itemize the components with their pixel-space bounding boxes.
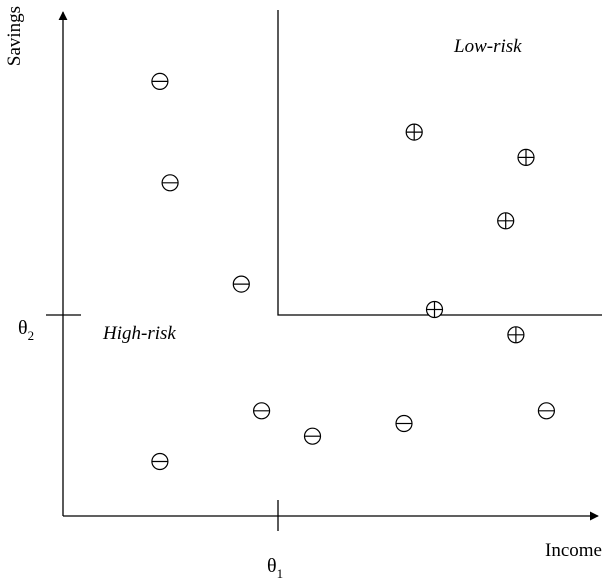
plus-point [405, 123, 423, 141]
minus-point [151, 72, 169, 91]
minus-point [537, 402, 556, 420]
plus-point [497, 212, 515, 230]
theta2-label: θ2 [18, 317, 34, 343]
minus-point [253, 402, 271, 420]
theta2-subscript: 2 [28, 328, 35, 343]
minus-point [303, 427, 322, 445]
savings-axis-label: Savings [4, 6, 25, 66]
minus-point [232, 275, 250, 293]
plus-point [517, 148, 535, 166]
plus-point [507, 326, 525, 344]
plus-point [425, 300, 444, 319]
high-risk-label: High-risk [102, 323, 176, 344]
theta2-symbol: θ [18, 317, 28, 339]
high-risk-points [151, 72, 556, 471]
theta1-subscript: 1 [277, 566, 284, 581]
income-axis-label: Income [545, 540, 602, 561]
low-risk-boundary [277, 10, 602, 316]
low-risk-points [405, 123, 535, 344]
minus-point [161, 174, 179, 192]
theta1-label: θ1 [267, 555, 283, 581]
minus-point [395, 414, 413, 433]
theta1-symbol: θ [267, 555, 277, 577]
low-risk-label: Low-risk [453, 36, 522, 57]
minus-point [151, 452, 169, 471]
